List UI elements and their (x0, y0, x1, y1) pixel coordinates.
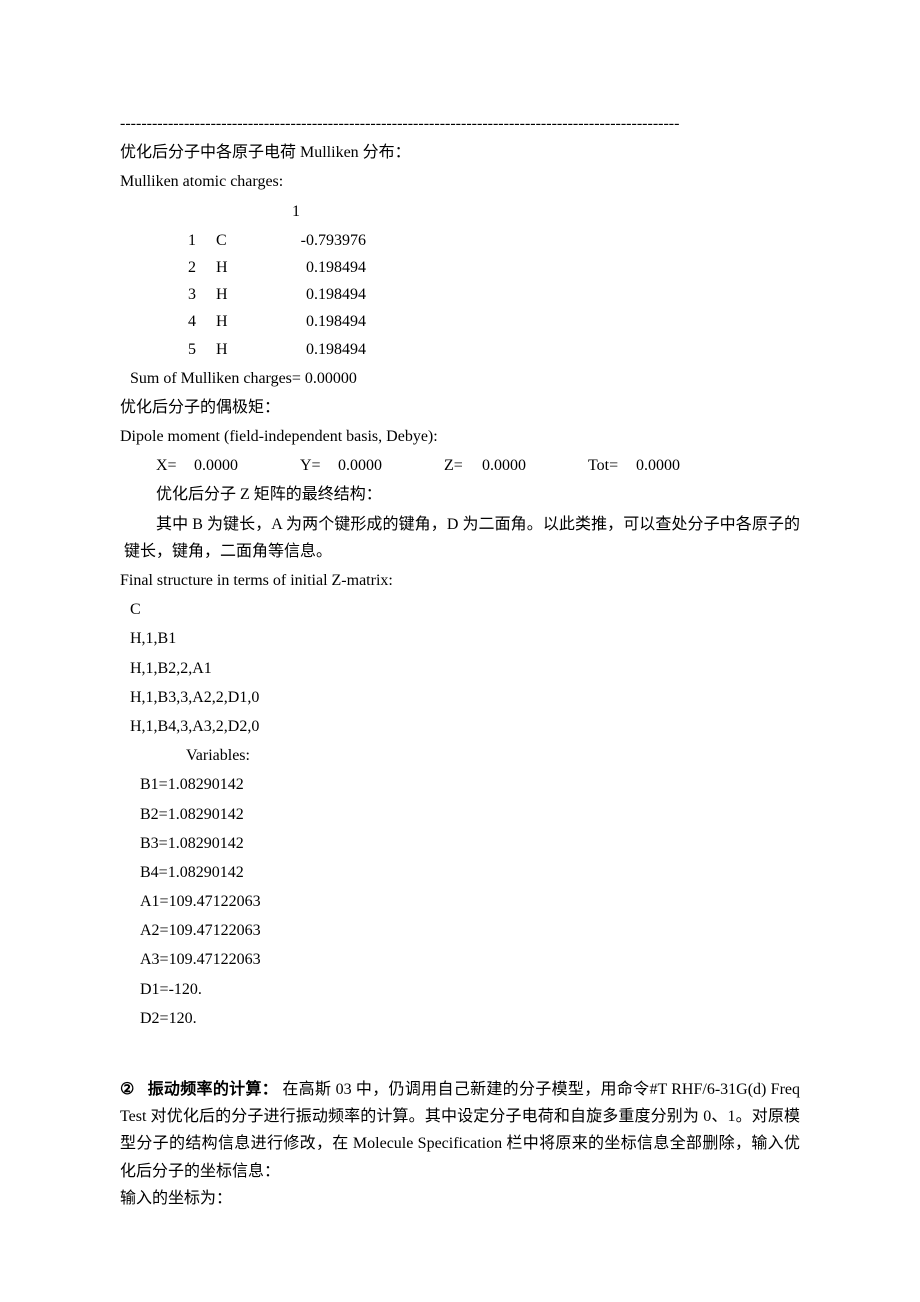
dipole-tot-label: Tot= (588, 452, 636, 479)
dipole-row: X= 0.0000 Y= 0.0000 Z= 0.0000 Tot= 0.000… (120, 452, 800, 479)
zmatrix-var: B2=1.08290142 (140, 801, 800, 828)
zmatrix-var: A2=109.47122063 (140, 917, 800, 944)
row-index: 3 (188, 281, 216, 308)
dipole-x-label: X= (156, 452, 194, 479)
mulliken-title: Mulliken atomic charges: (120, 168, 800, 195)
row-element: H (216, 254, 256, 281)
zmatrix-var: D1=-120. (140, 976, 800, 1003)
zmatrix-line: H,1,B1 (130, 625, 800, 652)
zmatrix-line: H,1,B3,3,A2,2,D1,0 (130, 684, 800, 711)
zmatrix-var: B4=1.08290142 (140, 859, 800, 886)
zmatrix-block: C H,1,B1 H,1,B2,2,A1 H,1,B3,3,A2,2,D1,0 … (120, 596, 800, 1032)
dipole-y-label: Y= (300, 452, 338, 479)
zmatrix-explain-cn: 其中 B 为键长，A 为两个键形成的键角，D 为二面角。以此类推，可以查处分子中… (120, 511, 800, 565)
section2-marker: ② (120, 1081, 135, 1098)
dipole-tot-value: 0.0000 (636, 452, 742, 479)
mulliken-header: 1 (120, 198, 800, 225)
table-row: 1 C -0.793976 (188, 227, 800, 254)
zmatrix-var: D2=120. (140, 1005, 800, 1032)
zmatrix-title: Final structure in terms of initial Z-ma… (120, 567, 800, 594)
dipole-intro-cn: 优化后分子的偶极矩： (120, 394, 800, 421)
table-row: 3 H 0.198494 (188, 281, 800, 308)
row-element: C (216, 227, 256, 254)
zmatrix-var: B3=1.08290142 (140, 830, 800, 857)
row-index: 1 (188, 227, 216, 254)
row-value: 0.198494 (256, 281, 366, 308)
table-row: 5 H 0.198494 (188, 336, 800, 363)
row-index: 4 (188, 308, 216, 335)
row-value: 0.198494 (256, 336, 366, 363)
row-element: H (216, 336, 256, 363)
mulliken-table: 1 C -0.793976 2 H 0.198494 3 H 0.198494 … (120, 227, 800, 363)
zmatrix-line: C (130, 596, 800, 623)
row-index: 2 (188, 254, 216, 281)
dipole-title: Dipole moment (field-independent basis, … (120, 423, 800, 450)
section2-body2: 输入的坐标为： (120, 1185, 800, 1212)
dipole-z-label: Z= (444, 452, 482, 479)
section2-title: 振动频率的计算： (148, 1081, 278, 1098)
zmatrix-var: A1=109.47122063 (140, 888, 800, 915)
zmatrix-line: H,1,B2,2,A1 (130, 655, 800, 682)
divider-line: ----------------------------------------… (120, 110, 800, 137)
zmatrix-vars: B1=1.08290142 B2=1.08290142 B3=1.0829014… (130, 771, 800, 1032)
zmatrix-var: B1=1.08290142 (140, 771, 800, 798)
zmatrix-intro-cn: 优化后分子 Z 矩阵的最终结构： (120, 481, 800, 508)
row-element: H (216, 281, 256, 308)
row-value: -0.793976 (256, 227, 366, 254)
mulliken-sum: Sum of Mulliken charges= 0.00000 (120, 365, 800, 392)
row-index: 5 (188, 336, 216, 363)
mulliken-intro-cn: 优化后分子中各原子电荷 Mulliken 分布： (120, 139, 800, 166)
zmatrix-vars-label: Variables: (130, 742, 800, 769)
table-row: 4 H 0.198494 (188, 308, 800, 335)
row-value: 0.198494 (256, 308, 366, 335)
zmatrix-line: H,1,B4,3,A3,2,D2,0 (130, 713, 800, 740)
row-element: H (216, 308, 256, 335)
row-value: 0.198494 (256, 254, 366, 281)
zmatrix-var: A3=109.47122063 (140, 946, 800, 973)
dipole-y-value: 0.0000 (338, 452, 444, 479)
dipole-x-value: 0.0000 (194, 452, 300, 479)
dipole-z-value: 0.0000 (482, 452, 588, 479)
table-row: 2 H 0.198494 (188, 254, 800, 281)
section2-para: ② 振动频率的计算： 在高斯 03 中，仍调用自己新建的分子模型，用命令#T R… (120, 1076, 800, 1185)
